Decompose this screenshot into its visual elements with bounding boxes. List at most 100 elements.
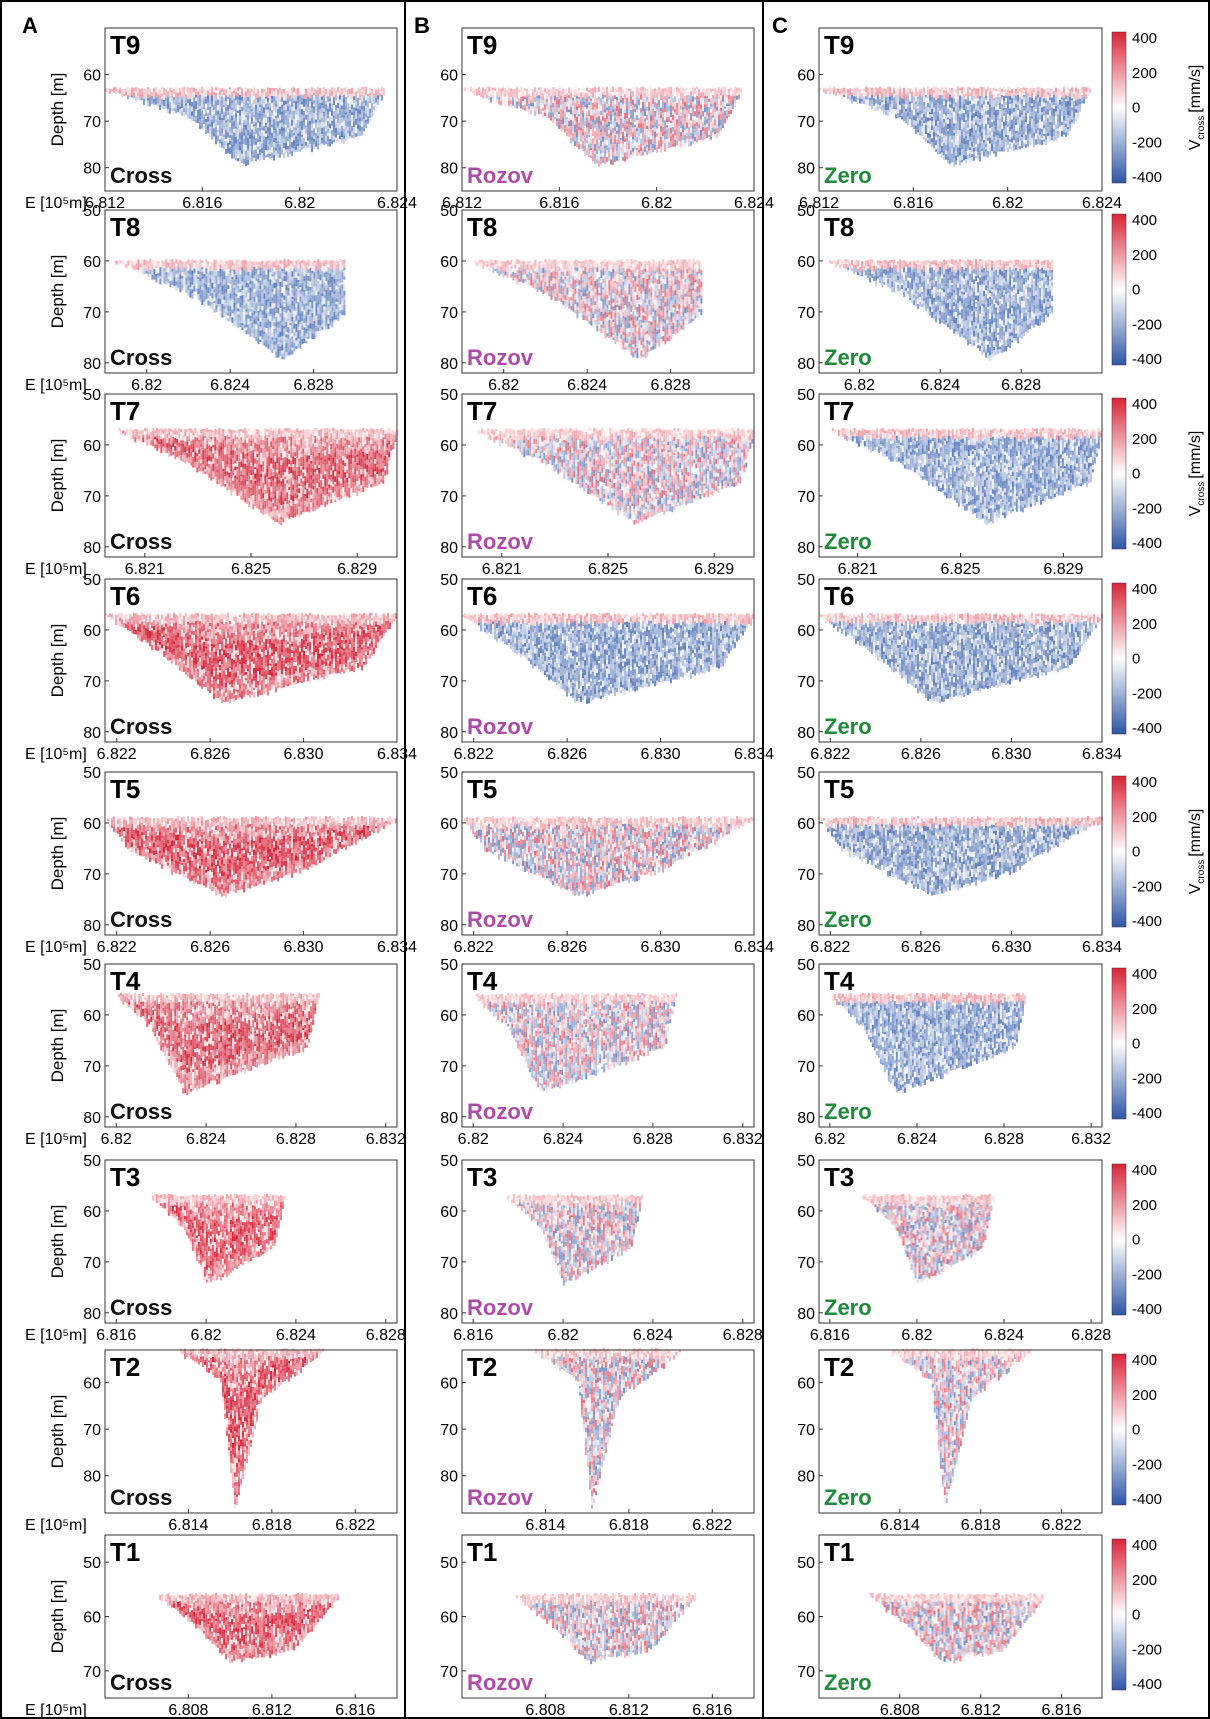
velocity-cell: [287, 121, 289, 128]
velocity-cell: [1031, 89, 1033, 93]
velocity-cell: [518, 101, 520, 107]
velocity-cell: [921, 110, 923, 114]
velocity-cell: [686, 95, 688, 99]
velocity-cell: [698, 118, 700, 124]
velocity-cell: [989, 94, 991, 101]
velocity-cell: [151, 265, 154, 270]
velocity-cell: [261, 120, 263, 124]
velocity-cell: [341, 97, 343, 103]
velocity-cell: [636, 123, 638, 127]
velocity-cell: [1031, 92, 1033, 98]
velocity-cell: [476, 89, 478, 92]
velocity-cell: [536, 95, 538, 99]
velocity-cell: [981, 138, 983, 141]
velocity-cell: [851, 94, 853, 99]
velocity-cell: [297, 135, 299, 140]
velocity-cell: [670, 90, 672, 95]
velocity-cell: [1015, 137, 1017, 143]
velocity-cell: [678, 107, 680, 113]
velocity-cell: [965, 122, 967, 128]
velocity-cell: [327, 101, 329, 106]
velocity-cell: [634, 122, 636, 125]
velocity-cell: [285, 94, 287, 101]
velocity-cell: [981, 128, 983, 133]
velocity-cell: [991, 99, 993, 104]
velocity-cell: [345, 129, 347, 133]
velocity-cell: [973, 130, 975, 136]
velocity-cell: [656, 119, 658, 123]
velocity-cell: [606, 127, 608, 133]
velocity-cell: [560, 95, 562, 101]
velocity-cell: [363, 119, 365, 125]
velocity-cell: [704, 98, 706, 102]
velocity-cell: [305, 111, 307, 115]
velocity-cell: [235, 154, 237, 158]
velocity-cell: [905, 94, 907, 101]
velocity-cell: [604, 145, 606, 148]
velocity-cell: [620, 102, 622, 109]
velocity-cell: [979, 135, 981, 140]
velocity-cell: [311, 130, 313, 133]
velocity-cell: [734, 92, 736, 96]
velocity-cell: [1001, 140, 1003, 143]
velocity-cell: [943, 155, 945, 161]
velocity-cell: [582, 143, 584, 149]
velocity-cell: [522, 87, 524, 92]
velocity-cell: [620, 143, 622, 147]
velocity-cell: [967, 110, 969, 113]
velocity-cell: [614, 118, 616, 122]
velocity-cell: [642, 86, 644, 90]
velocity-cell: [195, 288, 198, 292]
velocity-cell: [163, 279, 166, 284]
velocity-cell: [989, 137, 991, 144]
velocity-cell: [367, 104, 369, 107]
velocity-cell: [554, 96, 556, 101]
colorbar-label-unit: [mm/s]: [1187, 65, 1204, 113]
velocity-cell: [963, 154, 965, 161]
velocity-cell: [343, 107, 345, 111]
velocity-cell: [933, 97, 935, 102]
velocity-cell: [636, 128, 638, 132]
velocity-cell: [339, 125, 341, 129]
velocity-cell: [600, 110, 602, 115]
velocity-cell: [225, 141, 227, 147]
velocity-cell: [680, 121, 682, 125]
velocity-cell: [584, 116, 586, 122]
velocity-cell: [945, 150, 947, 155]
velocity-cell: [911, 116, 913, 122]
velocity-cell: [634, 137, 636, 141]
velocity-cell: [933, 136, 935, 140]
velocity-cell: [235, 149, 237, 155]
velocity-cell: [550, 117, 552, 121]
velocity-cell: [578, 122, 580, 127]
velocity-cell: [949, 128, 951, 133]
velocity-cell: [1001, 126, 1003, 130]
velocity-cell: [333, 118, 335, 124]
velocity-cell: [588, 144, 590, 147]
velocity-cell: [1063, 97, 1065, 103]
velocity-cell: [995, 117, 997, 124]
velocity-cell: [604, 94, 606, 98]
velocity-cell: [985, 92, 987, 96]
velocity-cell: [492, 95, 494, 99]
velocity-cell: [945, 115, 947, 121]
velocity-cell: [927, 107, 929, 112]
velocity-cell: [576, 98, 578, 101]
velocity-cell: [1033, 92, 1035, 95]
velocity-cell: [1013, 143, 1015, 148]
velocity-cell: [1075, 118, 1077, 122]
velocity-cell: [927, 126, 929, 129]
velocity-cell: [353, 107, 355, 112]
velocity-cell: [921, 96, 923, 103]
velocity-cell: [895, 90, 897, 96]
velocity-cell: [349, 102, 351, 107]
velocity-cell: [614, 131, 616, 135]
velocity-cell: [584, 137, 586, 143]
velocity-cell: [227, 105, 229, 111]
velocity-cell: [983, 104, 985, 110]
velocity-cell: [558, 114, 560, 119]
velocity-cell: [253, 124, 255, 127]
velocity-cell: [933, 125, 935, 128]
velocity-cell: [568, 98, 570, 104]
velocity-cell: [586, 93, 588, 99]
